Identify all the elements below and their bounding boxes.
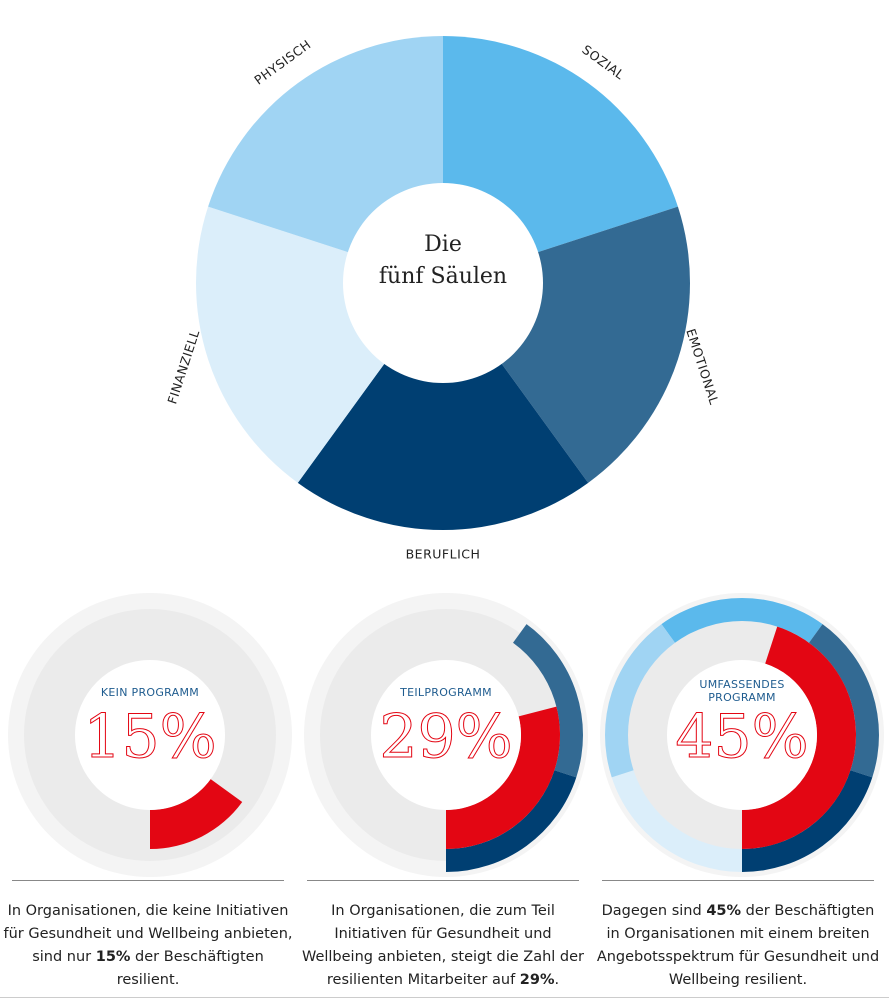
gauge-value-arc (150, 779, 243, 849)
center-title: fünf Säulen (379, 264, 507, 289)
rule (602, 880, 874, 881)
pillar-ring (446, 770, 577, 872)
gauge-value-arc (742, 626, 857, 849)
caption-text: In Organisationen, die keine Initiativen… (3, 903, 293, 965)
pillar-ring (809, 624, 879, 778)
caption-text: der Beschäftigten resilient. (116, 949, 264, 988)
gauge-value: 15% (83, 702, 216, 772)
gauge-label: TEILPROGRAMM (400, 686, 492, 699)
center-hole (343, 183, 543, 383)
center-title: Die (424, 232, 462, 257)
slice-label: FINANZIELL (164, 328, 202, 406)
gauge-value: 45% (675, 702, 808, 772)
pillar-ring (605, 624, 675, 778)
slice-label: BERUFLICH (406, 547, 481, 562)
caption: Dagegen sind 45% der Beschäftigten in Or… (593, 900, 883, 992)
caption-highlight: 15% (95, 949, 131, 965)
gauge-label: UMFASSENDES PROGRAMM (699, 678, 785, 704)
gauge-center (371, 660, 521, 810)
caption-highlight: 45% (706, 903, 742, 919)
pillar-ring (611, 770, 742, 872)
caption-text: Dagegen sind (601, 903, 707, 919)
rule (12, 880, 284, 881)
gauge-value: 29% (379, 702, 512, 772)
pillar-ring (742, 770, 873, 872)
caption-text: . (554, 972, 560, 988)
caption-text: In Organisationen, die zum Teil Initiati… (301, 903, 585, 988)
pillar-ring (661, 598, 823, 643)
bottom-rule (0, 997, 889, 998)
caption: In Organisationen, die zum Teil Initiati… (298, 900, 588, 992)
gauge-value-arc (446, 706, 560, 849)
pillar-ring (513, 624, 583, 778)
caption-highlight: 29% (519, 972, 555, 988)
pie-slice (297, 283, 589, 531)
gauge-center (75, 660, 225, 810)
caption-text: der Beschäftigten in Organisationen mit … (596, 903, 880, 988)
caption: In Organisationen, die keine Initiativen… (3, 900, 293, 992)
slice-label: SOZIAL (579, 42, 627, 83)
rule (307, 880, 579, 881)
gauge-label: KEIN PROGRAMM (100, 686, 200, 699)
slice-label: EMOTIONAL (683, 327, 722, 407)
gauge-center (667, 660, 817, 810)
